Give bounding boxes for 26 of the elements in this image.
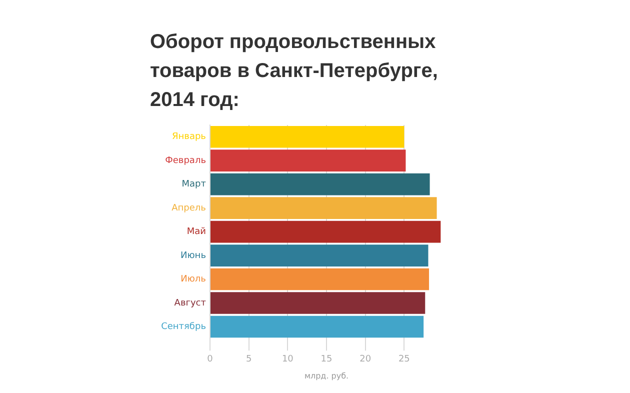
bar — [210, 150, 406, 172]
x-tick-label: 25 — [398, 354, 410, 364]
y-tick-label: Июнь — [180, 250, 206, 261]
x-axis-title: млрд. руб. — [304, 371, 349, 380]
y-tick-label: Апрель — [172, 203, 206, 214]
y-tick-label: Январь — [172, 132, 206, 142]
bar — [210, 197, 437, 219]
bar — [210, 220, 441, 243]
x-tick-label: 0 — [207, 354, 214, 364]
bar — [210, 268, 430, 290]
bar — [210, 316, 424, 338]
chart-title: Оборот продовольственных товаров в Санкт-Петербурге, 2014 год: — [150, 30, 439, 113]
bar — [210, 292, 426, 314]
bar — [210, 244, 428, 266]
bar — [210, 173, 430, 196]
bar — [210, 126, 404, 148]
x-tick-label: 5 — [246, 354, 252, 364]
y-tick-label: Сентябрь — [161, 322, 206, 332]
x-tick-label: 15 — [320, 354, 332, 364]
x-tick-label: 20 — [360, 354, 372, 364]
y-tick-label: Февраль — [165, 156, 206, 166]
x-tick-label: 10 — [282, 354, 294, 364]
y-tick-label: Август — [174, 298, 206, 308]
y-tick-label: Май — [186, 227, 206, 238]
y-tick-label: Июль — [180, 274, 206, 285]
y-tick-label: Март — [182, 180, 206, 190]
